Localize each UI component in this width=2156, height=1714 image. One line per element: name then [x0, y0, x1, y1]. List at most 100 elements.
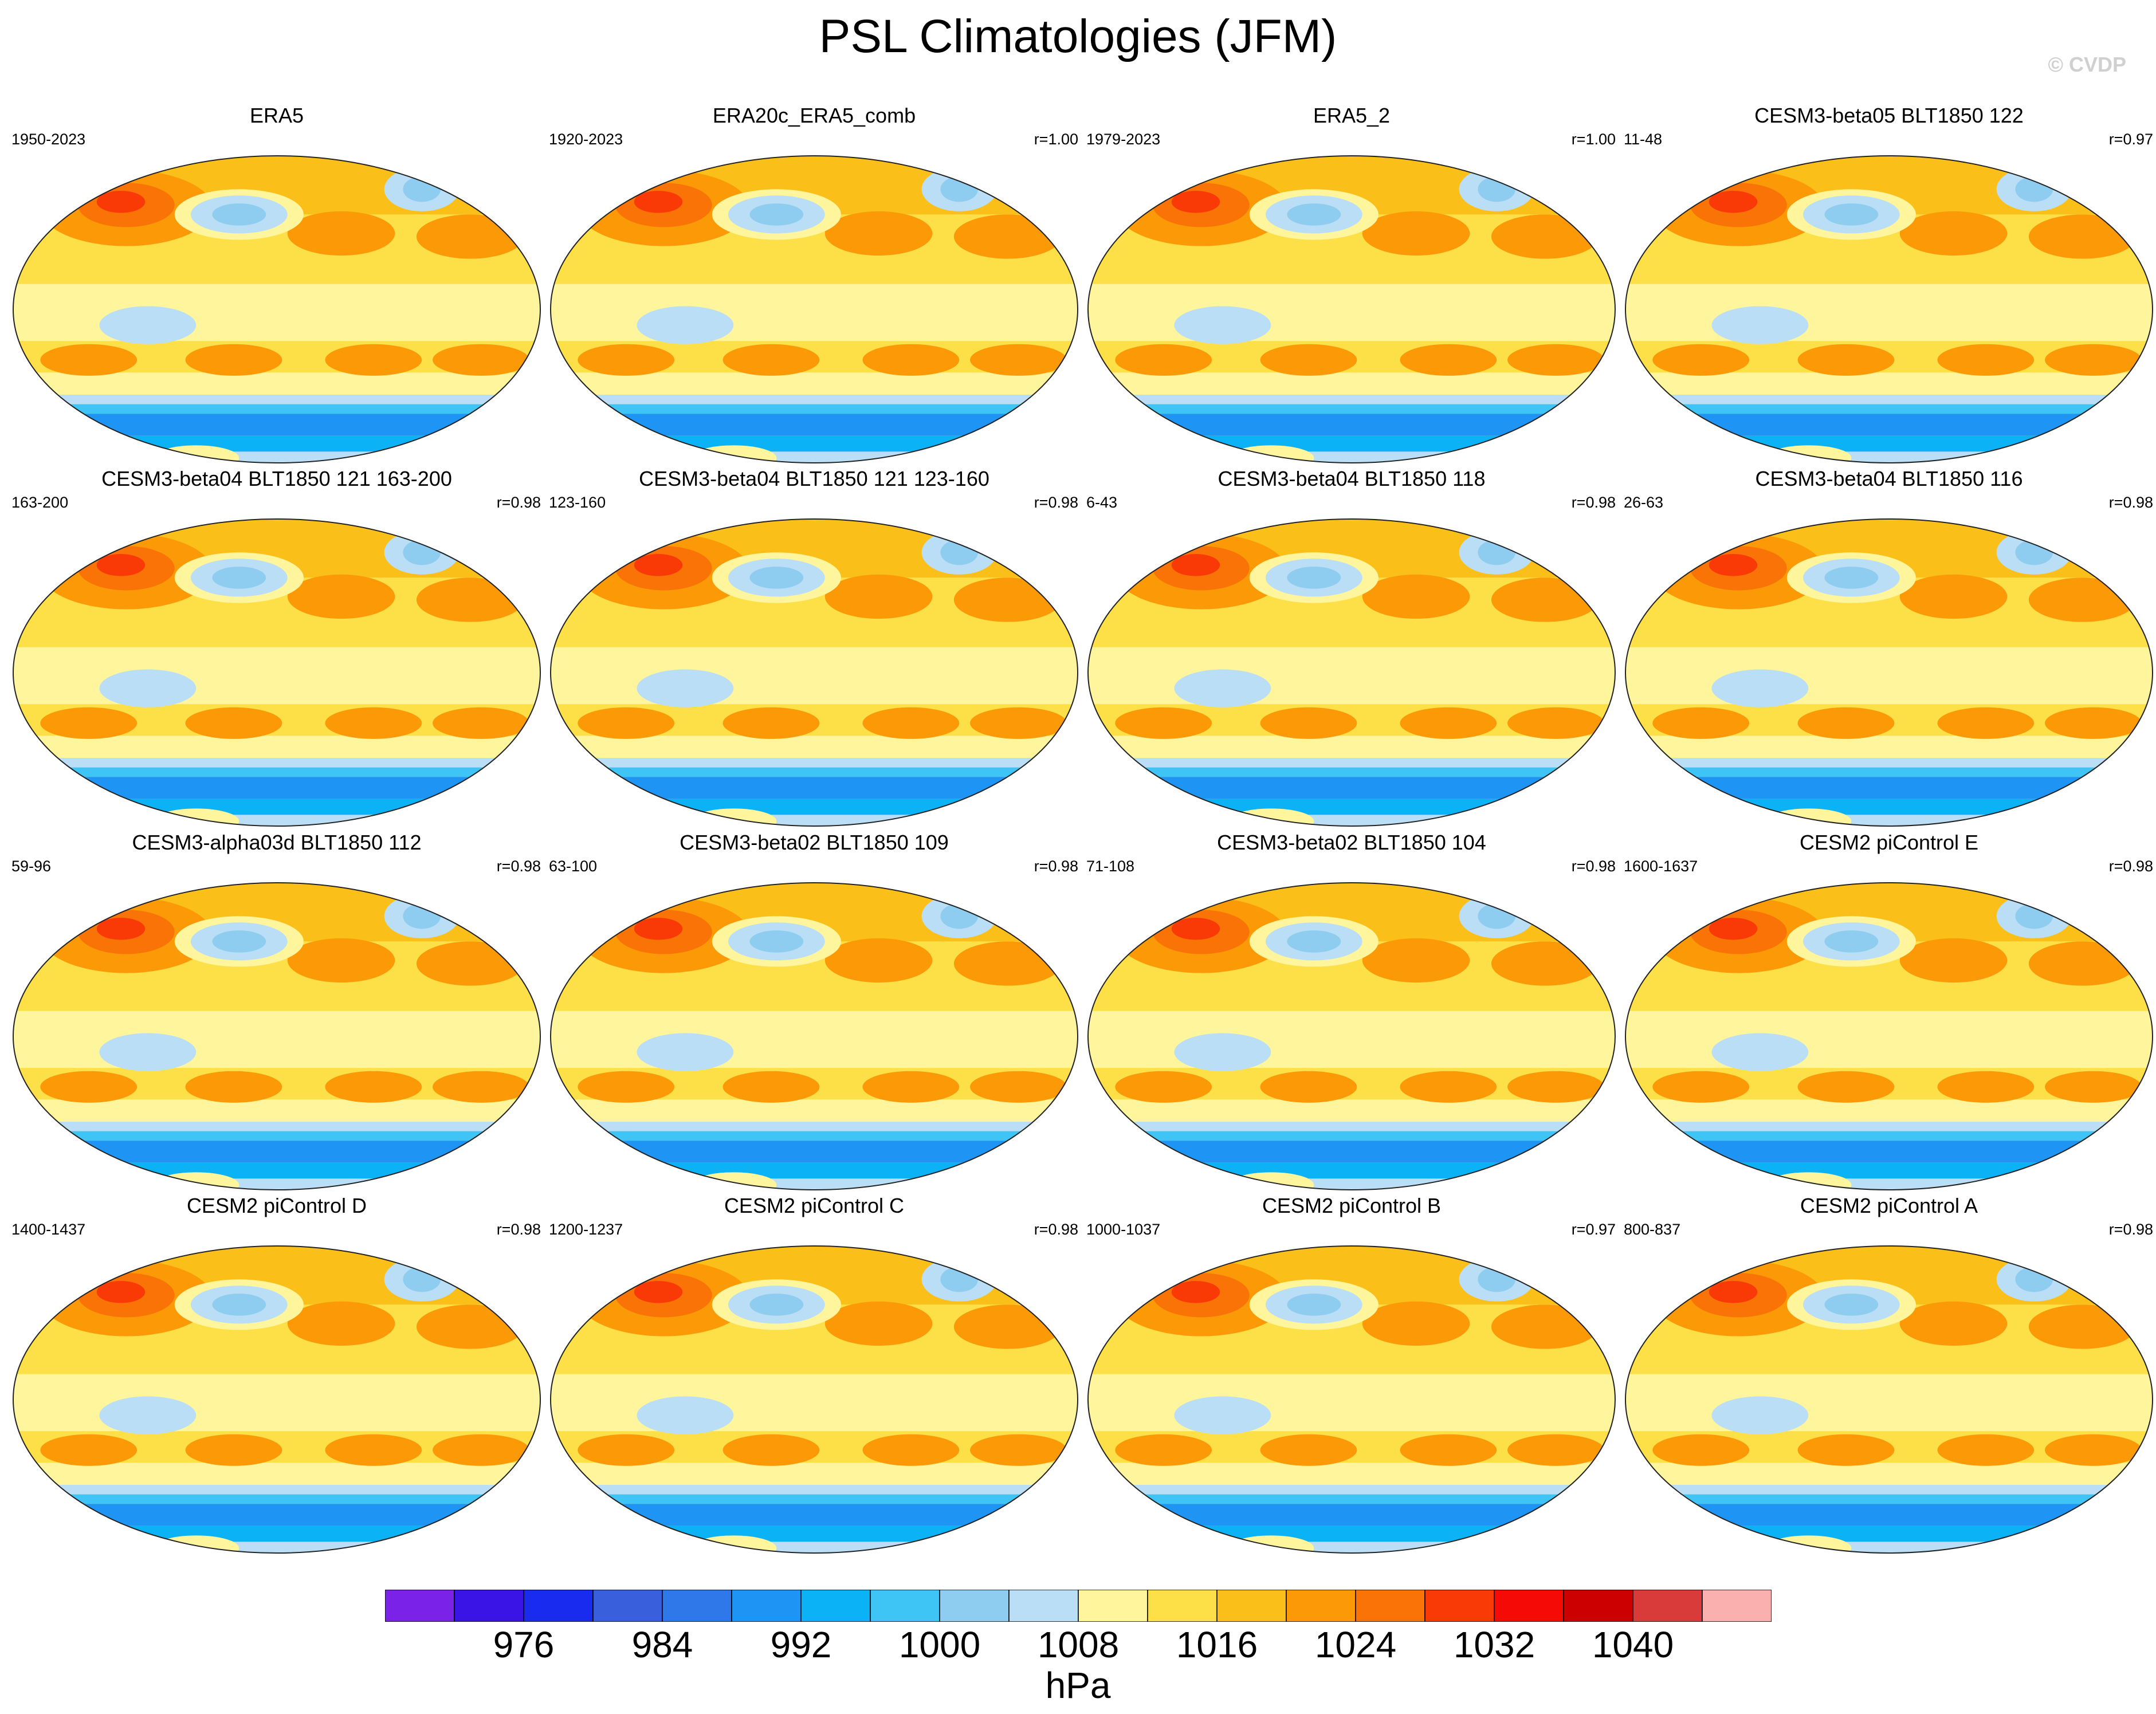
colorbar-swatch	[592, 1590, 663, 1622]
map-panel: ERA5 1950-2023	[8, 103, 545, 467]
colorbar-swatch	[1147, 1590, 1218, 1622]
psl-map	[13, 1245, 541, 1554]
panel-years: 11-48	[1624, 131, 1663, 148]
colorbar-unit: hPa	[1045, 1665, 1111, 1706]
psl-map	[1625, 882, 2153, 1190]
colorbar-tick-label: 1000	[898, 1624, 981, 1665]
panel-correlation: r=0.98	[1571, 858, 1616, 875]
map-panel: ERA20c_ERA5_comb 1920-2023 r=1.00	[545, 103, 1083, 467]
panel-correlation: r=0.98	[1034, 858, 1078, 875]
panel-title: CESM3-beta04 BLT1850 121 163-200	[101, 467, 452, 490]
colorbar-swatch	[523, 1590, 594, 1622]
colorbar-swatch	[454, 1590, 524, 1622]
colorbar-swatch	[662, 1590, 732, 1622]
colorbar-tick-label: 1008	[1037, 1624, 1120, 1665]
colorbar-tick-label: 984	[631, 1624, 693, 1665]
panel-years: 1200-1237	[549, 1221, 623, 1238]
colorbar-swatch	[1078, 1590, 1148, 1622]
colorbar-tick-label: 1024	[1314, 1624, 1397, 1665]
map-panel: CESM2 piControl A 800-837 r=0.98	[1620, 1193, 2156, 1558]
panel-correlation: r=0.97	[2108, 131, 2153, 148]
colorbar-tick-label: 1016	[1176, 1624, 1258, 1665]
panel-years: 1000-1037	[1086, 1221, 1161, 1238]
panel-years: 63-100	[549, 858, 598, 875]
panel-title: CESM3-alpha03d BLT1850 112	[132, 831, 422, 854]
panel-years: 71-108	[1086, 858, 1135, 875]
panel-title: CESM3-beta02 BLT1850 104	[1217, 831, 1486, 854]
map-panel: ERA5_2 1979-2023 r=1.00	[1083, 103, 1620, 467]
colorbar	[385, 1590, 1772, 1622]
map-panel: CESM2 piControl E 1600-1637 r=0.98	[1620, 830, 2156, 1194]
colorbar-swatch	[1424, 1590, 1495, 1622]
colorbar-swatch	[1216, 1590, 1287, 1622]
panel-title: CESM2 piControl D	[186, 1194, 367, 1217]
panel-title: ERA5	[249, 104, 304, 127]
panel-title: CESM3-beta04 BLT1850 118	[1218, 467, 1486, 490]
map-panel: CESM3-alpha03d BLT1850 112 59-96 r=0.98	[8, 830, 545, 1194]
panel-title: ERA20c_ERA5_comb	[712, 104, 916, 127]
psl-map	[1625, 155, 2153, 463]
panel-years: 59-96	[11, 858, 52, 875]
panel-years: 800-837	[1624, 1221, 1681, 1238]
colorbar-swatch	[800, 1590, 871, 1622]
panel-correlation: r=0.98	[2108, 858, 2153, 875]
panel-correlation: r=1.00	[1571, 131, 1616, 148]
colorbar-tick-label: 1040	[1592, 1624, 1674, 1665]
psl-map	[13, 882, 541, 1190]
map-panel: CESM2 piControl D 1400-1437 r=0.98	[8, 1193, 545, 1558]
map-panel: CESM3-beta05 BLT1850 122 11-48 r=0.97	[1620, 103, 2156, 467]
psl-map	[1625, 518, 2153, 827]
panel-title: CESM2 piControl C	[724, 1194, 905, 1217]
panel-correlation: r=0.97	[1571, 1221, 1616, 1238]
panel-correlation: r=0.98	[1571, 494, 1616, 511]
colorbar-tick-label: 1032	[1453, 1624, 1535, 1665]
panel-correlation: r=0.98	[1034, 1221, 1078, 1238]
colorbar-swatch	[1355, 1590, 1425, 1622]
colorbar-swatch	[1702, 1590, 1772, 1622]
panel-years: 1400-1437	[11, 1221, 86, 1238]
panel-title: ERA5_2	[1313, 104, 1391, 127]
colorbar-swatch	[1494, 1590, 1564, 1622]
psl-map	[13, 155, 541, 463]
psl-map	[1087, 1245, 1616, 1554]
map-panel: CESM3-beta02 BLT1850 109 63-100 r=0.98	[545, 830, 1083, 1194]
colorbar-swatch	[1632, 1590, 1703, 1622]
map-panel: CESM3-beta04 BLT1850 118 6-43 r=0.98	[1083, 466, 1620, 831]
psl-map	[1625, 1245, 2153, 1554]
panel-title: CESM2 piControl B	[1262, 1194, 1442, 1217]
panel-correlation: r=0.98	[496, 494, 541, 511]
panel-title: CESM3-beta05 BLT1850 122	[1754, 104, 2024, 127]
panel-title: CESM2 piControl A	[1800, 1194, 1978, 1217]
colorbar-swatch	[870, 1590, 940, 1622]
panel-years: 1979-2023	[1086, 131, 1161, 148]
psl-map	[550, 518, 1078, 827]
psl-map	[550, 155, 1078, 463]
map-panel: CESM2 piControl C 1200-1237 r=0.98	[545, 1193, 1083, 1558]
colorbar-swatch	[1008, 1590, 1079, 1622]
colorbar-swatch	[1563, 1590, 1633, 1622]
panel-years: 123-160	[549, 494, 606, 511]
map-panel: CESM3-beta02 BLT1850 104 71-108 r=0.98	[1083, 830, 1620, 1194]
panel-title: CESM3-beta04 BLT1850 116	[1755, 467, 2023, 490]
map-panel: CESM3-beta04 BLT1850 121 123-160 123-160 r…	[545, 466, 1083, 831]
panel-correlation: r=0.98	[2108, 1221, 2153, 1238]
panel-correlation: r=1.00	[1034, 131, 1078, 148]
psl-map	[550, 1245, 1078, 1554]
panel-years: 1920-2023	[549, 131, 623, 148]
panel-correlation: r=0.98	[2108, 494, 2153, 511]
panel-correlation: r=0.98	[496, 858, 541, 875]
psl-map	[13, 518, 541, 827]
panel-title: CESM3-beta02 BLT1850 109	[680, 831, 949, 854]
colorbar-swatch	[731, 1590, 802, 1622]
watermark: © CVDP	[2048, 53, 2126, 76]
panel-title: CESM3-beta04 BLT1850 121 123-160	[639, 467, 989, 490]
panel-years: 1950-2023	[11, 131, 86, 148]
panel-years: 26-63	[1624, 494, 1664, 511]
colorbar-tick-label: 976	[493, 1624, 555, 1665]
colorbar-ticks: 976 984 992 1000 1008 1016 1024 1032 1040	[0, 1623, 2156, 1669]
panel-years: 163-200	[11, 494, 69, 511]
panel-years: 6-43	[1086, 494, 1118, 511]
colorbar-swatch	[939, 1590, 1010, 1622]
page-title: PSL Climatologies (JFM)	[819, 10, 1337, 62]
panel-correlation: r=0.98	[496, 1221, 541, 1238]
